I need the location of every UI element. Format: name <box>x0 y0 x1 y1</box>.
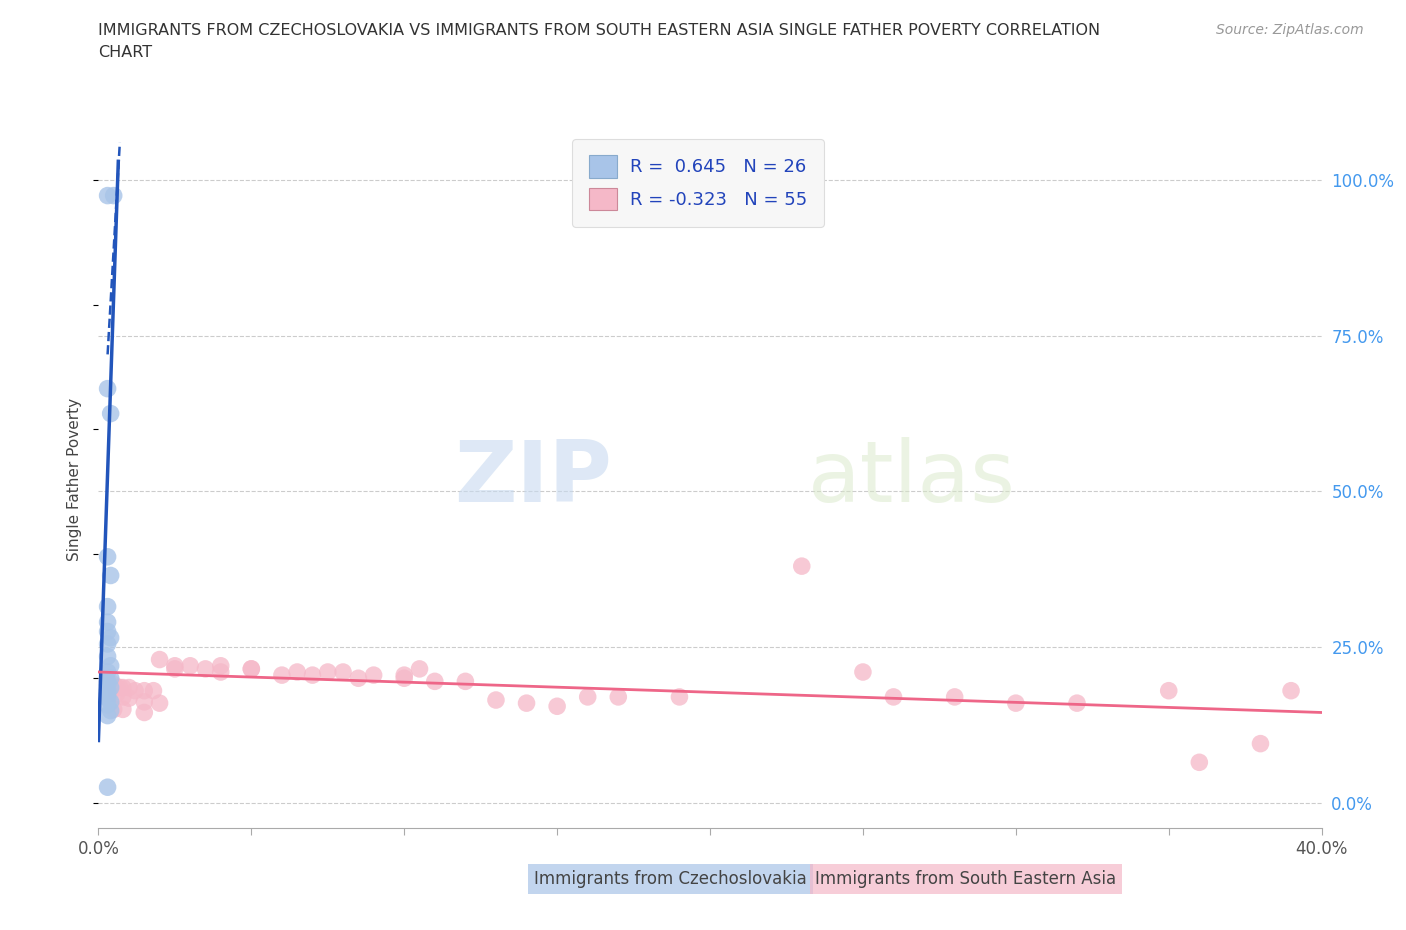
Text: Immigrants from Czechoslovakia: Immigrants from Czechoslovakia <box>534 870 807 888</box>
Text: Source: ZipAtlas.com: Source: ZipAtlas.com <box>1216 23 1364 37</box>
Point <box>392 668 416 683</box>
Point <box>1249 737 1271 751</box>
Point <box>97 779 120 794</box>
Point <box>100 680 122 695</box>
Text: ZIP: ZIP <box>454 437 612 521</box>
Point <box>454 674 477 689</box>
Point <box>546 698 568 713</box>
Point <box>163 658 186 673</box>
Point <box>1279 684 1302 698</box>
Point <box>285 665 308 680</box>
Point <box>1066 696 1088 711</box>
Point <box>97 599 120 614</box>
Point <box>124 684 146 698</box>
Point <box>1188 755 1211 770</box>
Point <box>97 665 120 680</box>
Point <box>97 188 120 203</box>
Point <box>134 695 156 710</box>
Point <box>668 689 690 704</box>
Point <box>179 658 201 673</box>
Point <box>332 665 354 680</box>
Point <box>103 677 125 692</box>
Point <box>209 658 232 673</box>
Point <box>97 381 120 396</box>
Point <box>100 568 122 583</box>
Point <box>100 703 122 718</box>
Point <box>316 665 339 680</box>
Point <box>240 661 263 676</box>
Point <box>363 668 385 683</box>
Point <box>270 668 292 683</box>
Point <box>111 702 134 717</box>
Point <box>240 661 263 676</box>
Point <box>100 406 122 421</box>
Point <box>194 661 217 676</box>
Point <box>97 698 120 712</box>
Point <box>97 674 120 689</box>
Point <box>943 689 966 704</box>
Point <box>301 668 323 683</box>
Point <box>111 689 134 704</box>
Point <box>97 686 120 701</box>
Text: IMMIGRANTS FROM CZECHOSLOVAKIA VS IMMIGRANTS FROM SOUTH EASTERN ASIA SINGLE FATH: IMMIGRANTS FROM CZECHOSLOVAKIA VS IMMIGR… <box>98 23 1101 38</box>
Point <box>852 665 875 680</box>
Point <box>149 696 172 711</box>
Point <box>118 680 141 695</box>
Point <box>100 658 122 673</box>
Point <box>97 550 120 565</box>
Point <box>423 674 446 689</box>
Point <box>134 684 156 698</box>
Text: CHART: CHART <box>98 45 152 60</box>
Point <box>149 652 172 667</box>
Point <box>97 649 120 664</box>
Point <box>1157 684 1180 698</box>
Point <box>576 689 599 704</box>
Text: atlas: atlas <box>808 437 1017 521</box>
Point <box>105 680 128 695</box>
Point <box>97 615 120 630</box>
Point <box>142 684 165 698</box>
Point <box>790 559 813 574</box>
Text: Immigrants from South Eastern Asia: Immigrants from South Eastern Asia <box>815 870 1116 888</box>
Point <box>163 661 186 676</box>
Point <box>97 624 120 639</box>
Point <box>408 661 430 676</box>
Point <box>1004 696 1026 711</box>
Point <box>97 636 120 651</box>
Point <box>97 708 120 723</box>
Point <box>607 689 630 704</box>
Point <box>100 631 122 645</box>
Point <box>97 691 120 706</box>
Point <box>97 686 120 701</box>
Point <box>103 188 125 203</box>
Point <box>100 671 122 685</box>
Y-axis label: Single Father Poverty: Single Father Poverty <box>67 397 83 561</box>
Point <box>883 689 905 704</box>
Point <box>97 674 120 689</box>
Point <box>347 671 370 685</box>
Point <box>134 705 156 720</box>
Point <box>97 684 120 698</box>
Point <box>118 691 141 706</box>
Point <box>100 695 122 710</box>
Legend: R =  0.645   N = 26, R = -0.323   N = 55: R = 0.645 N = 26, R = -0.323 N = 55 <box>572 140 824 227</box>
Point <box>209 665 232 680</box>
Point <box>516 696 538 711</box>
Point <box>103 702 125 717</box>
Point <box>392 671 416 685</box>
Point <box>108 680 131 695</box>
Point <box>105 686 128 701</box>
Point <box>485 693 508 708</box>
Point <box>111 680 134 695</box>
Point <box>97 677 120 692</box>
